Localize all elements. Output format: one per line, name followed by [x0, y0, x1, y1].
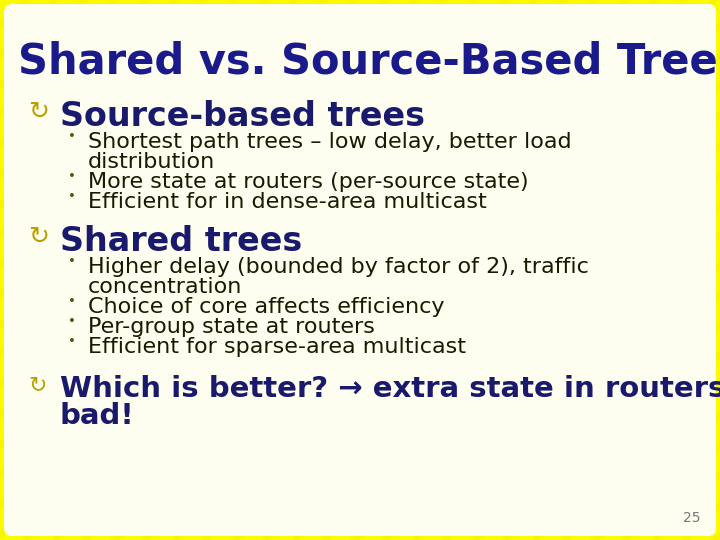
Text: •: • — [68, 295, 76, 308]
FancyBboxPatch shape — [4, 4, 716, 536]
Polygon shape — [0, 0, 290, 540]
Polygon shape — [30, 0, 590, 540]
Polygon shape — [0, 0, 260, 540]
Polygon shape — [0, 0, 500, 540]
Polygon shape — [150, 0, 710, 540]
Polygon shape — [0, 0, 20, 540]
Text: Per-group state at routers: Per-group state at routers — [88, 317, 375, 337]
Text: Choice of core affects efficiency: Choice of core affects efficiency — [88, 297, 444, 317]
Polygon shape — [630, 0, 720, 540]
Text: More state at routers (per-source state): More state at routers (per-source state) — [88, 172, 528, 192]
Text: •: • — [68, 335, 76, 348]
Text: Efficient for in dense-area multicast: Efficient for in dense-area multicast — [88, 192, 487, 212]
Polygon shape — [0, 0, 350, 540]
Polygon shape — [180, 0, 720, 540]
Polygon shape — [0, 0, 200, 540]
Polygon shape — [450, 0, 720, 540]
Polygon shape — [0, 0, 170, 540]
Polygon shape — [510, 0, 720, 540]
Polygon shape — [0, 0, 380, 540]
Polygon shape — [270, 0, 720, 540]
Text: •: • — [68, 255, 76, 268]
Polygon shape — [0, 0, 230, 540]
Text: Higher delay (bounded by factor of 2), traffic: Higher delay (bounded by factor of 2), t… — [88, 257, 589, 277]
Polygon shape — [540, 0, 720, 540]
Polygon shape — [390, 0, 720, 540]
Polygon shape — [0, 0, 560, 540]
Polygon shape — [0, 0, 320, 540]
Text: Efficient for sparse-area multicast: Efficient for sparse-area multicast — [88, 337, 466, 357]
Text: •: • — [68, 170, 76, 183]
Polygon shape — [0, 0, 80, 540]
Text: ↻: ↻ — [28, 225, 49, 249]
Polygon shape — [300, 0, 720, 540]
Polygon shape — [120, 0, 680, 540]
Text: Shared vs. Source-Based Trees: Shared vs. Source-Based Trees — [18, 40, 720, 82]
Polygon shape — [0, 0, 470, 540]
Polygon shape — [210, 0, 720, 540]
Polygon shape — [60, 0, 620, 540]
Text: concentration: concentration — [88, 277, 243, 297]
Polygon shape — [570, 0, 720, 540]
Polygon shape — [0, 0, 410, 540]
Polygon shape — [0, 0, 530, 540]
Text: 25: 25 — [683, 511, 700, 525]
Polygon shape — [480, 0, 720, 540]
Polygon shape — [600, 0, 720, 540]
Polygon shape — [330, 0, 720, 540]
Polygon shape — [0, 0, 110, 540]
Polygon shape — [240, 0, 720, 540]
Text: ↻: ↻ — [28, 375, 46, 395]
Text: •: • — [68, 130, 76, 143]
Polygon shape — [360, 0, 720, 540]
Text: •: • — [68, 315, 76, 328]
Text: bad!: bad! — [60, 402, 135, 430]
Polygon shape — [690, 0, 720, 540]
Polygon shape — [420, 0, 720, 540]
Polygon shape — [660, 0, 720, 540]
Text: Which is better? → extra state in routers is: Which is better? → extra state in router… — [60, 375, 720, 403]
Polygon shape — [0, 0, 440, 540]
Text: ↻: ↻ — [28, 100, 49, 124]
Text: distribution: distribution — [88, 152, 215, 172]
Text: Shared trees: Shared trees — [60, 225, 302, 258]
Text: Source-based trees: Source-based trees — [60, 100, 425, 133]
Text: Shortest path trees – low delay, better load: Shortest path trees – low delay, better … — [88, 132, 572, 152]
Polygon shape — [0, 0, 140, 540]
Text: •: • — [68, 190, 76, 203]
Polygon shape — [0, 0, 50, 540]
Polygon shape — [90, 0, 650, 540]
